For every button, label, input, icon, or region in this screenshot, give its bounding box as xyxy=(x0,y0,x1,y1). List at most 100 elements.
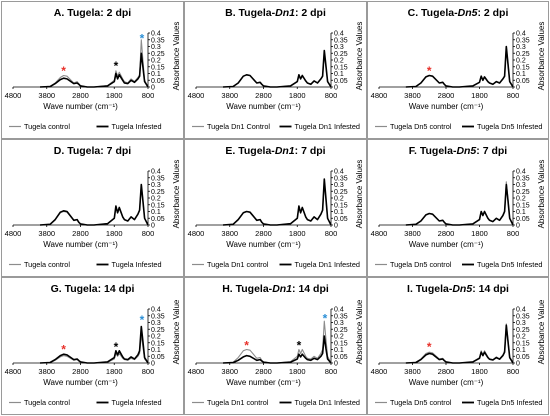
series-line-infested xyxy=(222,49,332,88)
y-axis-label: Absorbance Values xyxy=(355,22,364,91)
x-tick-label: 3800 xyxy=(38,367,55,376)
series-line-control xyxy=(222,320,332,364)
x-tick-label: 1800 xyxy=(471,91,488,100)
chart-title-part: A. Tugela: 2 dpi xyxy=(54,7,131,19)
y-tick-label: 0.2 xyxy=(516,196,526,203)
y-axis-label: Absorbance Value xyxy=(537,299,546,364)
y-tick-label: 0 xyxy=(151,223,155,230)
annotation-star-red: * xyxy=(427,64,432,78)
y-axis-label: Absorbance Values xyxy=(537,160,546,229)
y-tick-label: 0.25 xyxy=(516,327,530,334)
x-axis-label: Wave number (cm⁻¹) xyxy=(226,378,301,387)
x-axis-label: Wave number (cm⁻¹) xyxy=(226,102,301,111)
x-tick-label: 2800 xyxy=(255,91,272,100)
x-tick-label: 1800 xyxy=(289,91,306,100)
chart-title-part: B. Tugela- xyxy=(225,7,275,19)
x-tick-label: 3800 xyxy=(404,367,421,376)
chart-title-part: F. Tugela- xyxy=(409,145,457,157)
y-tick-label: 0.25 xyxy=(334,189,348,196)
legend-label: Tugela control xyxy=(24,122,70,131)
legend-label: Tugela Dn5 control xyxy=(390,260,452,269)
chart-svg: H. Tugela-Dn1: 14 dpi 4800 3800 2800 1800 800… xyxy=(188,283,364,407)
chart-svg: A. Tugela: 2 dpi 4800 3800 2800 1800 80000.05… xyxy=(5,7,181,131)
legend-label: Tugela Dn1 Control xyxy=(207,122,270,131)
y-tick-label: 0.2 xyxy=(516,334,526,341)
y-tick-label: 0.35 xyxy=(516,37,530,44)
chart-title-part: Dn5 xyxy=(452,283,472,295)
x-tick-label: 4800 xyxy=(188,367,205,376)
chart-panel-c: C. Tugela-Dn5: 2 dpi 4800 3800 2800 1800 800 0… xyxy=(367,1,549,139)
y-tick-label: 0.25 xyxy=(334,51,348,58)
legend-label: Tugela control xyxy=(24,398,70,407)
chart-title-part: D. Tugela: 7 dpi xyxy=(54,145,131,157)
x-tick-label: 800 xyxy=(325,229,338,238)
y-tick-label: 0.35 xyxy=(334,175,348,182)
y-tick-label: 0 xyxy=(151,85,155,92)
chart-title-part: : 14 dpi xyxy=(292,283,329,295)
annotation-star-blue: * xyxy=(323,311,328,325)
y-tick-label: 0.25 xyxy=(151,189,165,196)
y-tick-label: 0.1 xyxy=(151,209,161,216)
y-tick-label: 0.35 xyxy=(151,37,165,44)
series-line-infested xyxy=(39,325,149,364)
chart-title: I. Tugela-Dn5: 14 dpi xyxy=(407,283,509,295)
x-tick-label: 1800 xyxy=(289,367,306,376)
y-tick-label: 0.2 xyxy=(334,196,344,203)
y-tick-label: 0.3 xyxy=(516,44,526,51)
annotation-star-blue: * xyxy=(140,313,145,327)
series-line-infested xyxy=(222,335,332,364)
annotation-star-black: * xyxy=(297,338,302,352)
y-tick-label: 0.35 xyxy=(334,37,348,44)
y-tick-label: 0 xyxy=(334,223,338,230)
y-tick-label: 0.4 xyxy=(334,307,344,314)
chart-panel-i: I. Tugela-Dn5: 14 dpi 4800 3800 2800 1800 800… xyxy=(367,277,549,415)
y-tick-label: 0.05 xyxy=(516,78,530,85)
y-tick-label: 0.05 xyxy=(516,354,530,361)
legend-label: Tugela Dn5 control xyxy=(390,122,452,131)
chart-title: C. Tugela-Dn5: 2 dpi xyxy=(408,7,509,19)
y-tick-label: 0.2 xyxy=(334,58,344,65)
y-tick-label: 0.3 xyxy=(516,182,526,189)
y-tick-label: 0.1 xyxy=(516,209,526,216)
y-tick-label: 0.25 xyxy=(151,327,165,334)
legend-label: Tugela Dn5 Infested xyxy=(477,260,542,269)
y-axis-label: Absorbance Values xyxy=(172,22,181,91)
x-tick-label: 1800 xyxy=(106,367,123,376)
x-tick-label: 1800 xyxy=(471,229,488,238)
chart-title-part: G. Tugela: 14 dpi xyxy=(51,283,135,295)
series-line-infested xyxy=(39,183,149,226)
y-tick-label: 0 xyxy=(516,361,520,368)
y-tick-label: 0.1 xyxy=(516,71,526,78)
x-tick-label: 2800 xyxy=(438,367,455,376)
y-tick-label: 0 xyxy=(516,85,520,92)
chart-title: E. Tugela-Dn1: 7 dpi xyxy=(225,145,325,157)
legend-label: Tugela control xyxy=(24,260,70,269)
x-tick-label: 4800 xyxy=(5,91,22,100)
annotation-star-red: * xyxy=(61,343,66,357)
y-tick-label: 0.3 xyxy=(151,320,161,327)
y-tick-label: 0.25 xyxy=(151,51,165,58)
legend-label: Tugela Dn5 Infested xyxy=(477,122,542,131)
y-tick-label: 0.2 xyxy=(151,58,161,65)
y-tick-label: 0.35 xyxy=(516,175,530,182)
x-tick-label: 800 xyxy=(325,91,338,100)
chart-title-part: : 7 dpi xyxy=(295,145,326,157)
chart-title-part: Dn5 xyxy=(458,7,478,19)
x-axis-label: Wave number (cm⁻¹) xyxy=(409,240,484,249)
x-tick-label: 800 xyxy=(142,91,155,100)
chart-title-part: H. Tugela- xyxy=(222,283,272,295)
y-tick-label: 0.3 xyxy=(151,44,161,51)
y-tick-label: 0 xyxy=(151,361,155,368)
y-tick-label: 0.4 xyxy=(151,31,161,38)
y-tick-label: 0.1 xyxy=(334,71,344,78)
series-line-infested xyxy=(405,324,514,364)
series-line-infested xyxy=(405,45,514,88)
y-axis-label: Absorbance Values xyxy=(355,160,364,229)
y-tick-label: 0.3 xyxy=(334,320,344,327)
y-axis-label: Absorbance Values xyxy=(172,160,181,229)
y-tick-label: 0.15 xyxy=(516,64,530,71)
chart-panel-e: E. Tugela-Dn1: 7 dpi 4800 3800 2800 1800 800 0… xyxy=(184,139,367,277)
y-tick-label: 0.1 xyxy=(334,347,344,354)
x-tick-label: 3800 xyxy=(221,91,238,100)
x-tick-label: 1800 xyxy=(106,229,123,238)
